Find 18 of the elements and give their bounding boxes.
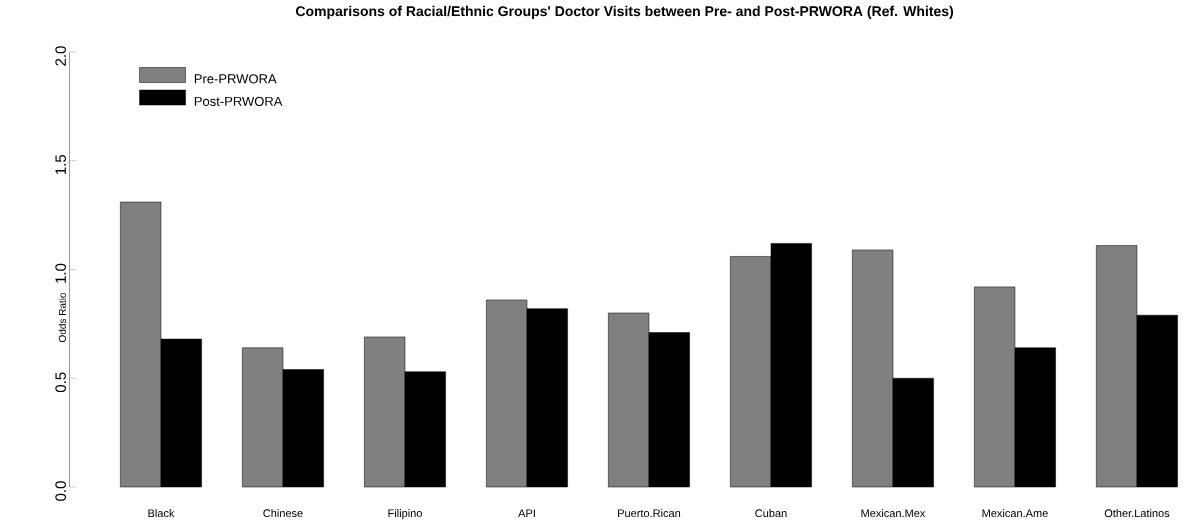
y-axis-title: Odds Ratio xyxy=(58,292,66,343)
y-tick-label: 1.0 xyxy=(55,263,66,283)
y-tick-label: 0.5 xyxy=(55,372,66,393)
legend-label: Pre-PRWORA xyxy=(194,74,277,84)
x-tick-label: Puerto.Rican xyxy=(618,509,681,518)
x-tick-label: Chinese xyxy=(263,509,303,518)
legend-label: Post-PRWORA xyxy=(194,96,283,106)
chart-title: Comparisons of Racial/Ethnic Groups' Doctor Visits between Pre- and Post-PRWORA (Ref. Whites) xyxy=(296,5,954,19)
x-tick-label: API xyxy=(518,509,535,517)
x-tick-label: Filipino xyxy=(388,509,422,520)
y-tick-label: 2.0 xyxy=(55,46,66,66)
x-tick-label: Other.Latinos xyxy=(1104,509,1170,518)
x-tick-label: Mexican.Ame xyxy=(982,509,1048,518)
y-tick-label: 1.5 xyxy=(55,154,66,175)
x-tick-label: Cuban xyxy=(755,509,787,518)
x-tick-label: Mexican.Mex xyxy=(861,509,926,518)
x-tick-label: Black xyxy=(148,509,175,518)
y-tick-label: 0.0 xyxy=(55,481,66,501)
